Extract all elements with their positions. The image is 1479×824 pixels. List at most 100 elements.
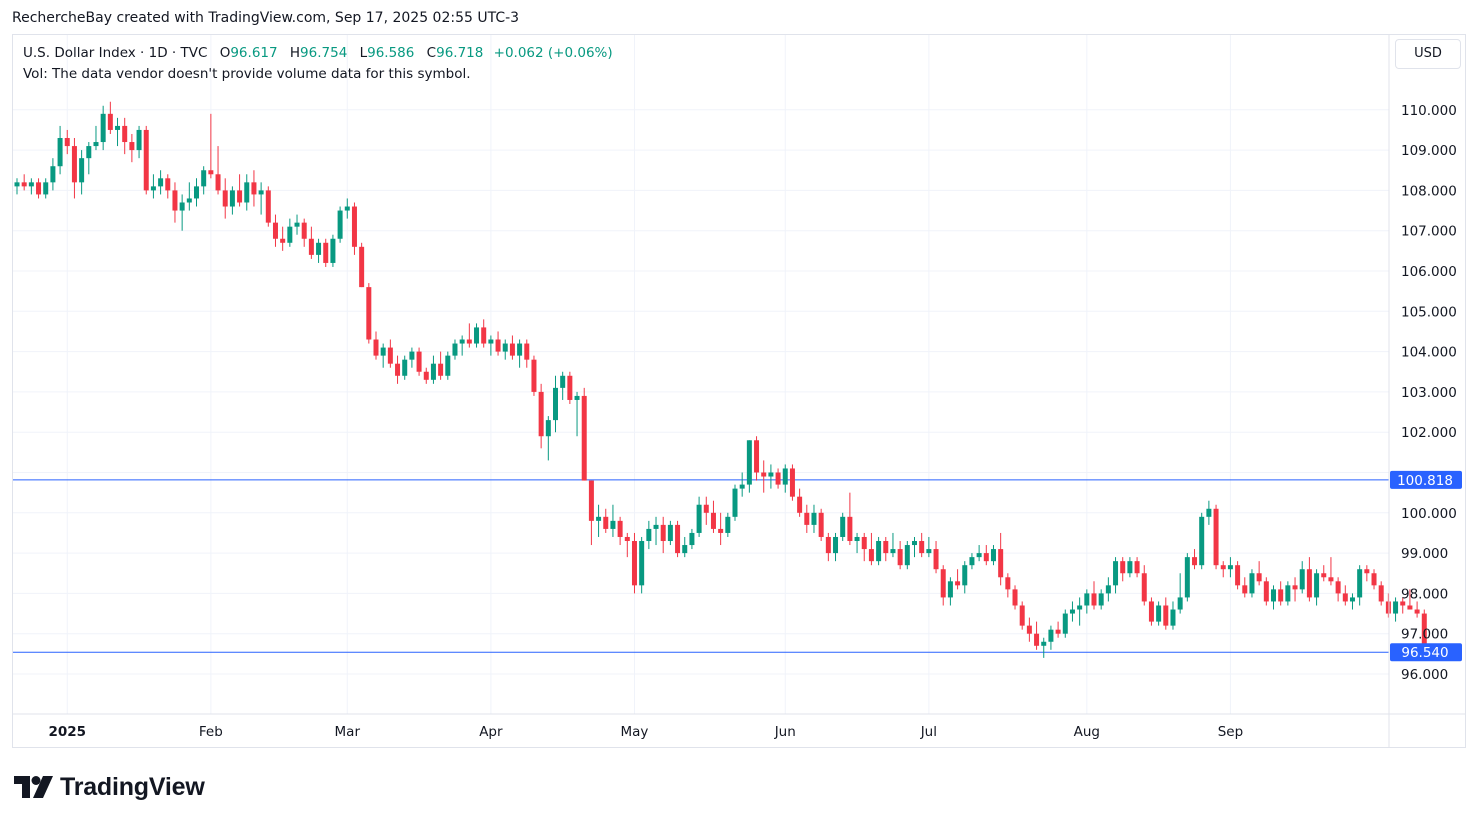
candlestick-chart[interactable]: 110.000 109.000 108.000 107.000 106.000 105.0… xyxy=(0,0,1479,770)
candle-body xyxy=(1113,561,1119,586)
legend-high-value: 96.754 xyxy=(300,45,348,61)
candle-body xyxy=(962,565,968,586)
x-tick-label: May xyxy=(621,724,649,740)
candle-body xyxy=(840,516,846,537)
candle-body xyxy=(330,238,336,263)
candle-body xyxy=(1299,569,1305,590)
candle-body xyxy=(761,472,767,477)
x-tick-label: Mar xyxy=(335,724,361,740)
candle-body xyxy=(64,138,70,147)
tradingview-logo-icon xyxy=(14,776,53,798)
x-tick-label: Sep xyxy=(1218,724,1243,740)
currency-button[interactable]: USD xyxy=(1395,39,1461,69)
candle-body xyxy=(509,343,515,356)
candle-body xyxy=(517,343,523,356)
candle-body xyxy=(71,146,77,183)
price-tag xyxy=(1390,643,1462,662)
candle-body xyxy=(1414,609,1420,614)
legend-close-value: 96.718 xyxy=(436,45,484,61)
candle-body xyxy=(732,488,738,517)
candle-body xyxy=(754,440,760,473)
candle-body xyxy=(1220,565,1226,570)
candle-body xyxy=(100,113,106,143)
candle-body xyxy=(904,545,910,566)
candle-body xyxy=(1371,573,1377,586)
candle-body xyxy=(21,182,27,187)
x-tick-label: Apr xyxy=(479,724,503,740)
candle-body xyxy=(725,516,731,533)
candle-body xyxy=(1421,613,1427,646)
candle-body xyxy=(258,190,264,195)
candle-body xyxy=(107,113,113,130)
candle-body xyxy=(1148,601,1154,622)
candle-body xyxy=(466,339,472,344)
candle-body xyxy=(43,182,49,195)
legend-change: +0.062 (+0.06%) xyxy=(493,45,613,61)
candle-body xyxy=(359,246,365,288)
candle-body xyxy=(488,339,494,344)
candle-body xyxy=(459,339,465,344)
candle-body xyxy=(1019,605,1025,626)
candle-body xyxy=(825,536,831,554)
candle-body xyxy=(610,520,616,529)
candle-body xyxy=(581,395,587,481)
candle-body xyxy=(940,569,946,598)
candle-body xyxy=(1407,605,1413,610)
y-tick-label: 96.000 xyxy=(1401,667,1448,683)
candle-body xyxy=(1206,508,1212,517)
candle-body xyxy=(1163,605,1169,626)
candle-body xyxy=(351,206,357,247)
x-tick-label: Jun xyxy=(774,724,796,740)
candle-body xyxy=(158,178,164,187)
candle-body xyxy=(79,158,85,183)
candle-body xyxy=(682,545,688,554)
y-tick-label: 97.000 xyxy=(1401,627,1448,643)
candle-body xyxy=(1041,641,1047,646)
candle-body xyxy=(1034,633,1040,646)
legend-high-label: H xyxy=(289,45,301,61)
candle-body xyxy=(215,174,221,191)
candle-body xyxy=(502,343,508,352)
candle-body xyxy=(1012,589,1018,606)
horizontal-lines xyxy=(13,479,1389,653)
candle-body xyxy=(998,549,1004,578)
candle-body xyxy=(1098,593,1104,606)
candle-body xyxy=(280,238,286,243)
candle-body xyxy=(1364,569,1370,574)
candle-body xyxy=(1077,605,1083,610)
candle-body xyxy=(782,468,788,485)
candle-body xyxy=(1184,557,1190,598)
candle-body xyxy=(222,190,228,207)
candle-body xyxy=(1235,565,1241,586)
candle-body xyxy=(883,541,889,554)
candle-body xyxy=(890,549,896,554)
candle-body xyxy=(588,480,594,521)
candle-body xyxy=(237,190,243,203)
candle-body xyxy=(1134,561,1140,574)
candle-body xyxy=(955,581,961,586)
candle-body xyxy=(538,391,544,437)
candle-body xyxy=(337,210,343,239)
candle-body xyxy=(868,549,874,562)
candle-body xyxy=(438,363,444,376)
candle-body xyxy=(265,190,271,223)
candle-body xyxy=(1055,629,1061,634)
candle-body xyxy=(1306,569,1312,598)
candle-body xyxy=(409,351,415,360)
candle-body xyxy=(122,125,128,143)
candle-body xyxy=(1271,589,1276,602)
legend-low-value: 96.586 xyxy=(367,45,415,61)
tradingview-logo[interactable]: TradingView xyxy=(14,772,205,802)
candle-body xyxy=(430,363,436,380)
candle-body xyxy=(366,287,372,340)
candle-body xyxy=(1170,609,1176,626)
candle-body xyxy=(208,170,214,175)
candle-body xyxy=(229,190,235,207)
candle-body xyxy=(1227,565,1233,570)
legend-close-label: C xyxy=(426,45,437,61)
y-tick-label: 100.000 xyxy=(1401,506,1457,522)
candle-body xyxy=(926,549,932,554)
y-tick-label: 110.000 xyxy=(1401,103,1457,119)
candle-body xyxy=(1314,573,1320,598)
candle-body xyxy=(373,339,379,356)
